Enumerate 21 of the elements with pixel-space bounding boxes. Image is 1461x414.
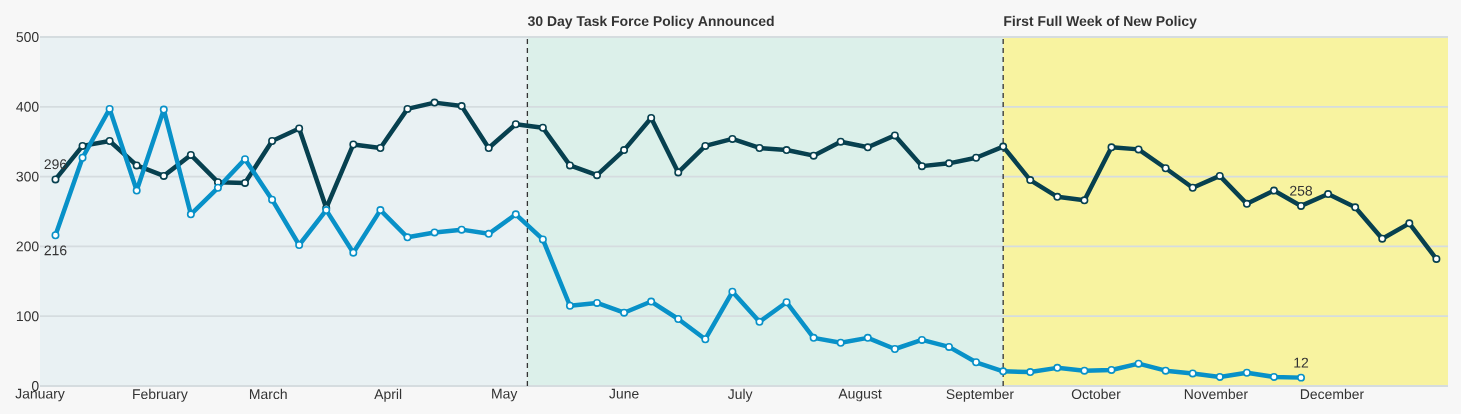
y-tick-label: 100 — [16, 311, 39, 322]
x-tick-label: April — [374, 388, 402, 402]
data-label: 216 — [44, 245, 67, 256]
data-label: 258 — [1290, 185, 1313, 196]
x-tick-label: March — [249, 388, 287, 400]
x-tick-label: May — [492, 388, 518, 402]
x-tick-label: July — [727, 388, 753, 402]
x-tick-label: June — [609, 388, 639, 399]
x-tick-label: November — [1184, 388, 1248, 400]
data-label: 12 — [1294, 357, 1309, 368]
x-tick-label: October — [1071, 388, 1121, 400]
y-tick-label: 200 — [16, 241, 39, 252]
y-tick-label: 300 — [16, 171, 39, 182]
ref-line-label: First Full Week of New Policy — [1004, 15, 1197, 29]
x-tick-label: September — [946, 388, 1014, 402]
y-tick-label: 500 — [16, 32, 39, 42]
x-tick-label: December — [1300, 388, 1364, 400]
x-tick-label: February — [133, 388, 188, 402]
y-tick-label: 400 — [16, 101, 39, 112]
x-tick-label: August — [838, 388, 882, 402]
ref-line-label: 30 Day Task Force Policy Announced — [527, 15, 774, 29]
